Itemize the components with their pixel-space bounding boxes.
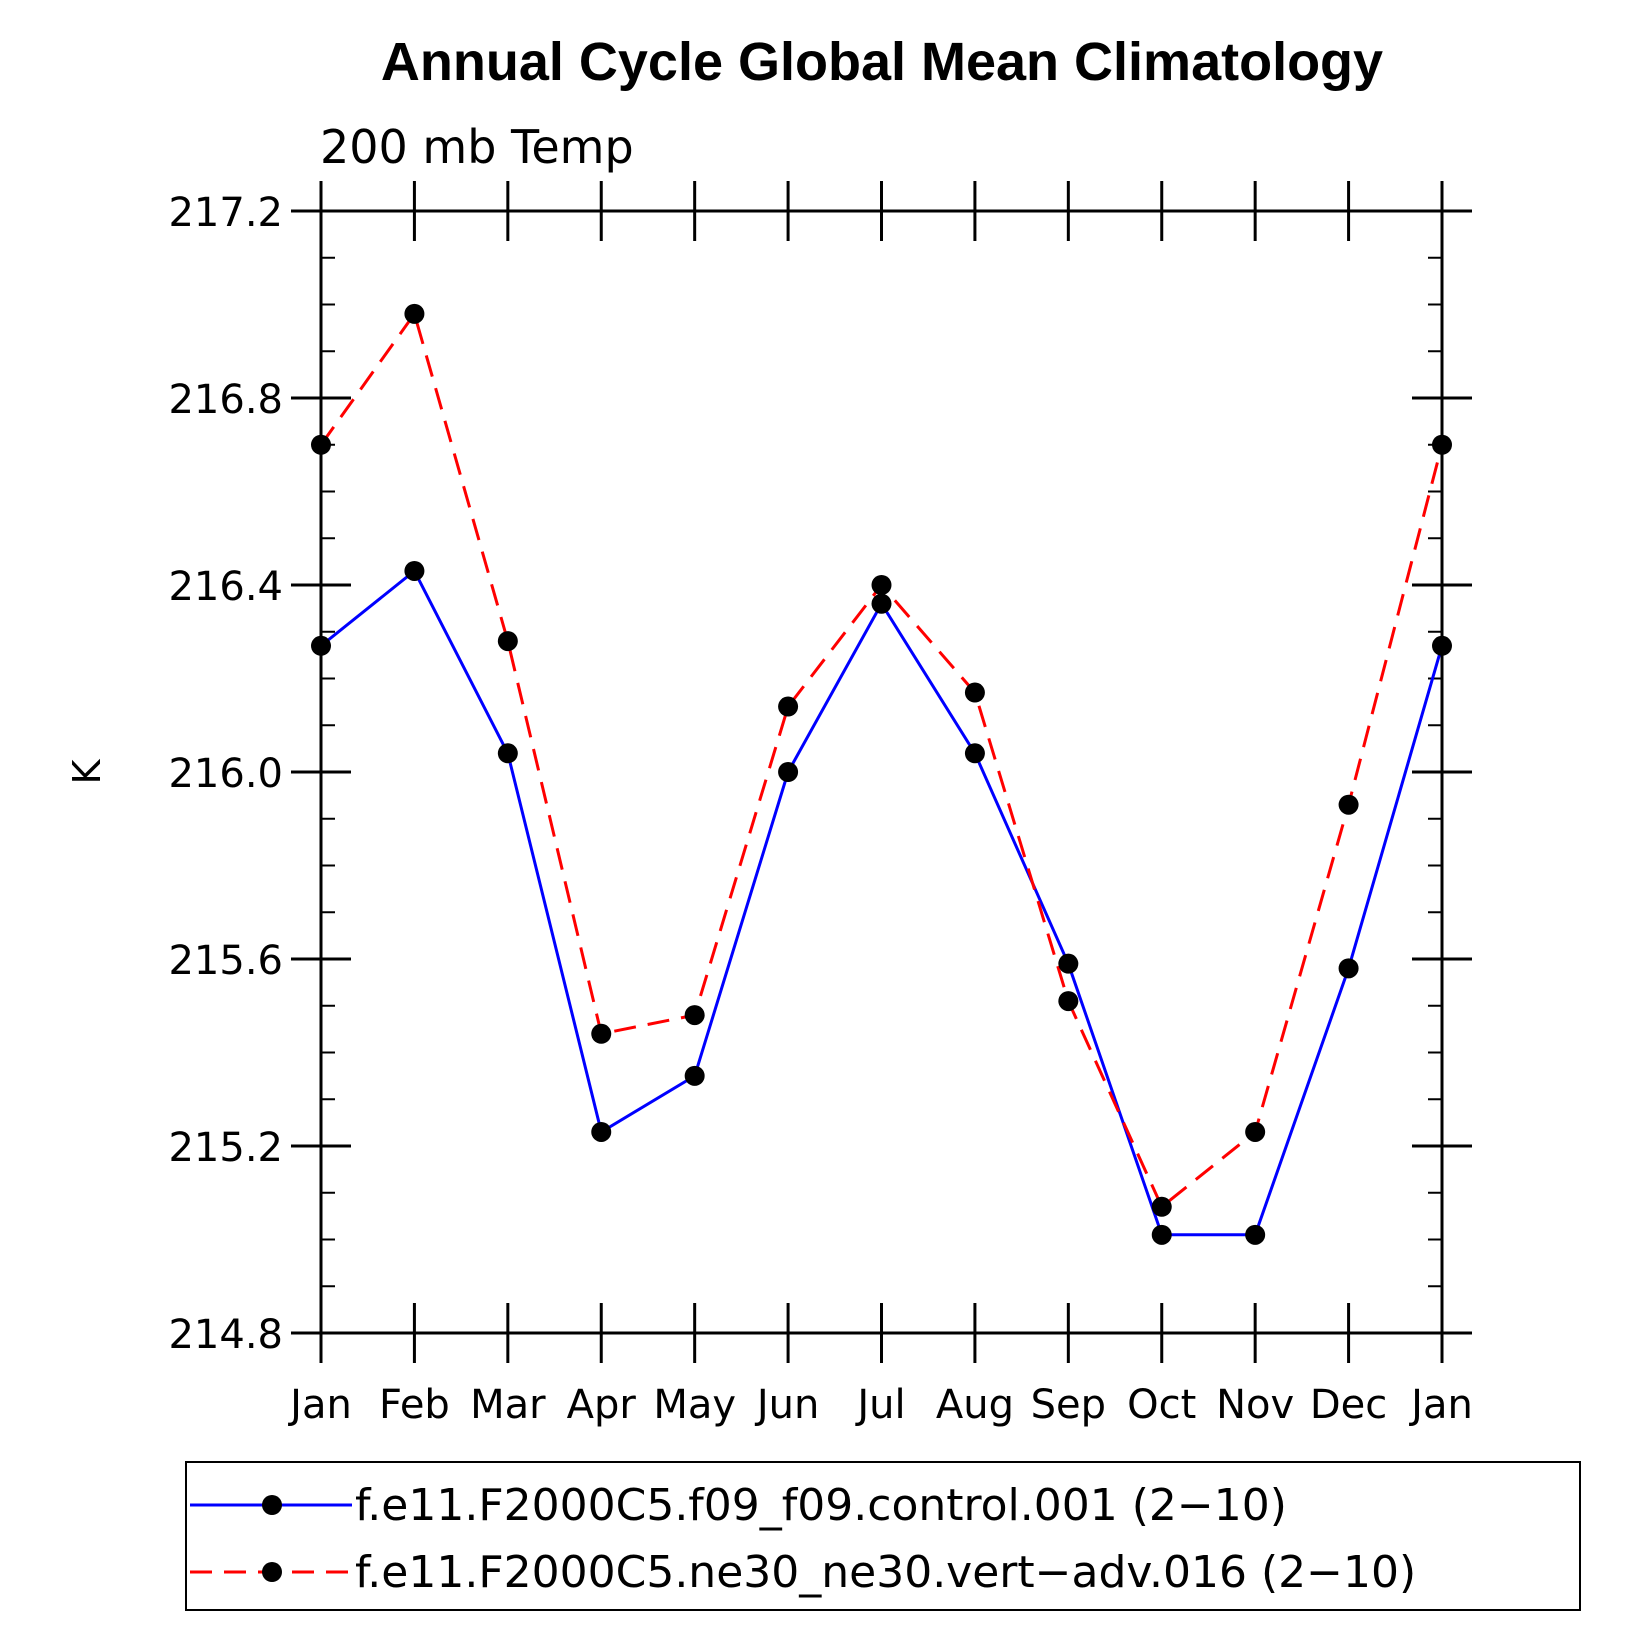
y-axis-label: K	[65, 758, 109, 784]
x-tick-label: Aug	[936, 1382, 1014, 1428]
y-tick-label: 216.4	[168, 564, 283, 610]
chart-title: Annual Cycle Global Mean Climatology	[381, 32, 1383, 92]
legend-label-series-2: f.e11.F2000C5.ne30_ne30.vert−adv.016 (2−…	[355, 1547, 1416, 1598]
series-markers	[311, 303, 1452, 1245]
x-tick-labels: Jan Feb Mar Apr May Jun Jul Aug Sep Oct Nov Dec Jan	[287, 1382, 1473, 1428]
x-tick-label: Oct	[1127, 1382, 1196, 1428]
data-point-series-1	[871, 593, 892, 614]
data-point-series-2	[964, 682, 985, 703]
data-point-series-1	[778, 762, 799, 782]
series-lines	[319, 310, 1444, 1237]
x-tick-label: Mar	[470, 1382, 546, 1428]
data-point-series-2	[1432, 434, 1452, 455]
y-tick-label: 217.2	[168, 190, 283, 236]
y-tick-label: 214.8	[168, 1312, 283, 1358]
y-tick-labels: 214.8 215.2 215.6 216.0 216.4 216.8 217.2	[168, 190, 283, 1358]
data-point-series-2	[311, 434, 331, 455]
legend-marker-series-1	[262, 1495, 282, 1515]
data-point-series-2	[497, 631, 518, 652]
data-point-series-2	[1151, 1196, 1172, 1217]
data-point-series-1	[311, 635, 331, 656]
legend-label-series-1: f.e11.F2000C5.f09_f09.control.001 (2−10)	[355, 1480, 1287, 1531]
data-point-series-1	[591, 1121, 612, 1142]
plot-frame	[319, 209, 1444, 1335]
x-tick-label: May	[653, 1382, 736, 1428]
y-tick-label: 216.0	[168, 751, 283, 797]
data-point-series-2	[591, 1023, 612, 1044]
legend: f.e11.F2000C5.f09_f09.control.001 (2−10)…	[185, 1461, 1581, 1611]
chart-subtitle: 200 mb Temp	[320, 120, 634, 174]
data-point-series-1	[1245, 1224, 1266, 1245]
legend-marker-series-2	[262, 1562, 282, 1582]
y-tick-label: 216.8	[168, 377, 283, 423]
x-tick-label: Jan	[1408, 1382, 1473, 1428]
series-line-2	[319, 310, 1444, 1210]
legend-box	[185, 1461, 1581, 1611]
data-point-series-1	[684, 1065, 705, 1086]
data-point-series-1	[1058, 953, 1079, 974]
x-tick-label: Nov	[1216, 1382, 1294, 1428]
y-tick-label: 215.6	[168, 938, 283, 984]
data-point-series-1	[497, 743, 518, 764]
x-tick-label: Jun	[754, 1382, 820, 1428]
y-tick-label: 215.2	[168, 1125, 283, 1171]
data-point-series-1	[1338, 958, 1359, 979]
x-tick-label: Feb	[379, 1382, 450, 1428]
data-point-series-2	[1245, 1121, 1266, 1142]
axis-ticks	[291, 181, 1472, 1363]
x-tick-label: Sep	[1031, 1382, 1106, 1428]
data-point-series-1	[1432, 635, 1452, 656]
data-point-series-1	[1151, 1224, 1172, 1245]
data-point-series-1	[404, 560, 425, 581]
x-tick-label: Jul	[854, 1382, 905, 1428]
data-point-series-2	[1338, 794, 1359, 815]
x-tick-label: Apr	[567, 1382, 637, 1428]
data-point-series-2	[684, 1005, 705, 1026]
data-point-series-1	[964, 743, 985, 764]
series-line-1	[320, 568, 1444, 1237]
data-point-series-2	[871, 575, 892, 595]
x-tick-label: Jan	[287, 1382, 352, 1428]
data-point-series-2	[404, 303, 425, 324]
data-point-series-2	[1058, 991, 1079, 1012]
x-tick-label: Dec	[1310, 1382, 1387, 1428]
data-point-series-2	[778, 696, 799, 717]
